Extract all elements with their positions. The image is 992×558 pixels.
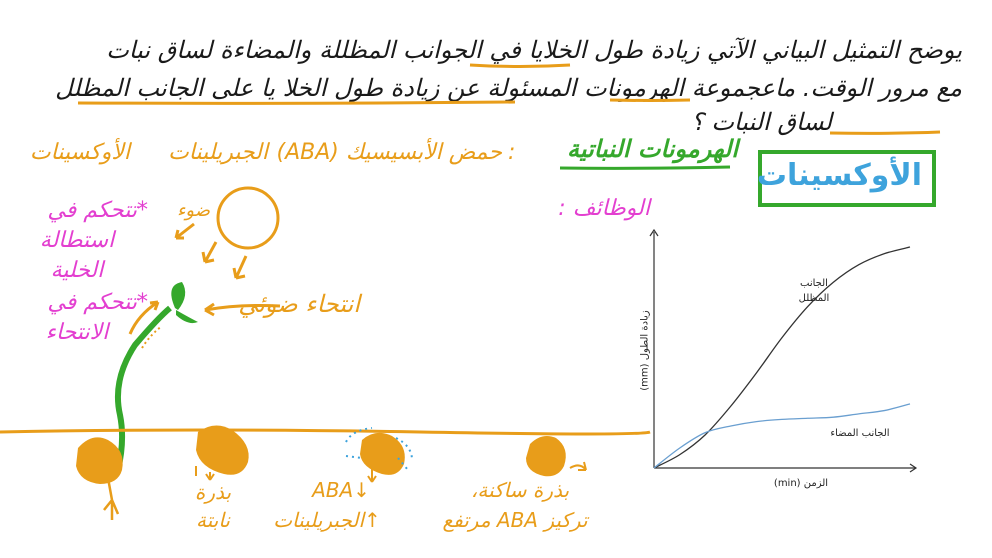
auxin-function-2: *تتحكم في — [22, 290, 148, 315]
germinating-seed-2 — [196, 425, 249, 475]
dormant-label-line-2: تركيز ABA مرتفع — [442, 508, 588, 532]
hormone-auxins: الأوكسينات — [29, 140, 130, 165]
question-line-1: يوضح التمثيل البياني الآتي زيادة طول الخ… — [106, 36, 962, 64]
auxin-dots — [141, 325, 163, 349]
functions-label: الوظائف : — [558, 196, 650, 221]
function-1-line-3: الخلية — [50, 258, 104, 283]
hormone-aba: حمض الأبسيسيك (ABA) — [276, 140, 503, 165]
seed-3-pointer — [367, 468, 377, 483]
series-label-lit: الجانب المضاء — [830, 428, 890, 439]
bullet-2: * — [137, 290, 148, 315]
light-label: ضوء — [176, 200, 210, 221]
auxin-function-1: *تتحكم في — [22, 198, 148, 223]
germinating-label-line-1: بذرة — [194, 480, 232, 504]
question-line-3: لساق النبات ؟ — [690, 108, 832, 136]
hormones-title: الهرمونات النباتية — [566, 135, 738, 163]
seed-aba-down — [360, 432, 405, 475]
growth-graph — [649, 228, 918, 473]
gibberellins-up-label: ↑الجبريلينات — [273, 508, 381, 532]
germinating-label-line-2: نابتة — [196, 508, 230, 532]
series-line-lit — [653, 403, 911, 469]
function-arrow — [128, 300, 160, 335]
soil-line — [0, 428, 651, 436]
dormant-label-line-1: بذرة ساكنة، — [470, 478, 570, 502]
dormant-seed — [526, 436, 566, 477]
series-line-shaded — [653, 246, 911, 469]
seed-4-pointer — [569, 461, 587, 471]
underline-plant-stem — [829, 130, 941, 135]
hormones-colon: : — [508, 140, 516, 165]
phototropism-label: انتحاء ضوئي — [238, 290, 360, 318]
graph-x-label: الزمن (min) — [773, 478, 829, 489]
function-2-line-1: تتحكم في — [47, 290, 137, 315]
seed-roots — [103, 477, 120, 520]
bullet-1: * — [137, 198, 148, 223]
plant-stem — [114, 305, 172, 471]
aba-down-label: ABA↓ — [312, 478, 370, 502]
seed-2-pointer — [205, 472, 215, 481]
aba-dots-1 — [345, 427, 373, 443]
function-1-line-1: تتحكم في — [47, 198, 137, 223]
x-axis-arrow — [909, 463, 918, 473]
answer-label: الأوكسينات — [756, 158, 922, 193]
graph-y-label: زيادة الطول (mm) — [639, 310, 651, 391]
function-2-line-2: الانتحاء — [45, 320, 109, 345]
aba-dots-3 — [345, 455, 409, 471]
plant-leaf-top — [171, 282, 186, 310]
underline-shaded-side — [77, 100, 516, 105]
hormones-title-underline — [559, 165, 731, 170]
plant-leaf-side — [176, 310, 198, 324]
series-label-shaded-1: الجانب — [800, 278, 828, 289]
germinating-seed-1 — [76, 437, 123, 484]
phototropism-arrow — [204, 302, 281, 317]
light-arrow-3 — [174, 222, 195, 240]
question-line-2: مع مرور الوقت. ماعجموعة الهرمونات المسئو… — [55, 74, 962, 102]
function-1-line-2: استطالة — [39, 228, 115, 253]
hormone-gibberellins: الجبريلينات — [168, 140, 268, 165]
series-label-shaded-2: المظلل — [798, 293, 830, 304]
y-axis-arrow — [649, 228, 659, 237]
answer-box — [758, 150, 936, 207]
underline-hormones — [609, 98, 691, 102]
underline-cell-length — [469, 63, 571, 68]
light-arrow-2 — [232, 255, 248, 280]
sun-icon — [216, 186, 280, 250]
light-arrow-1 — [201, 241, 218, 264]
